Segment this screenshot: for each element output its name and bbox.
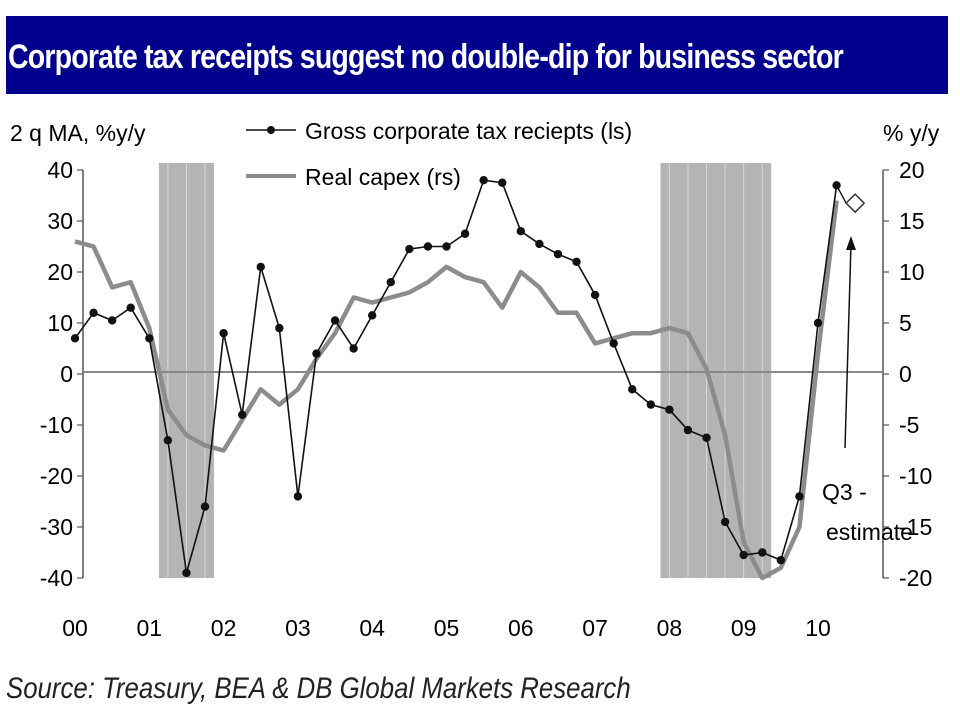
right-tick-label: 20: [899, 157, 925, 183]
legend-capex-label: Real capex (rs): [305, 164, 461, 190]
tax-receipts-point: [312, 349, 321, 358]
left-tick-label: -20: [40, 463, 73, 489]
right-tick-label: -10: [899, 463, 932, 489]
tax-receipts-point: [609, 339, 618, 348]
x-tick-label: 02: [211, 615, 237, 641]
tax-receipts-point: [776, 555, 786, 565]
right-tick-label: -20: [899, 565, 932, 591]
legend: Gross corporate tax reciepts (ls) Real c…: [246, 118, 632, 190]
estimate-label-line2: estimate: [826, 519, 913, 545]
series: [70, 176, 866, 581]
title-bar: [6, 16, 948, 94]
tax-receipts-point: [330, 316, 340, 325]
x-tick-label: 03: [285, 615, 311, 641]
tax-receipts-point: [107, 316, 117, 325]
tax-receipts-point: [460, 229, 470, 238]
left-tick-label: 20: [47, 259, 73, 285]
tax-receipts-point: [219, 329, 228, 338]
tax-receipts-point: [89, 308, 98, 317]
tax-receipts-point: [739, 550, 748, 560]
left-tick-label: -40: [40, 565, 73, 591]
tax-receipts-point: [145, 334, 154, 343]
tax-receipts-point: [646, 400, 656, 409]
tax-receipts-point: [516, 227, 525, 236]
estimate-arrowhead: [846, 236, 856, 250]
tax-receipts-point: [498, 178, 507, 187]
tax-receipts-point: [665, 405, 674, 414]
x-tick-label: 08: [657, 615, 683, 641]
tax-receipts-point: [479, 176, 488, 185]
x-tick-label: 07: [582, 615, 608, 641]
tax-receipts-point: [275, 323, 284, 333]
series-line-tax-receipts: [74, 179, 838, 574]
estimate-arrow-shaft: [844, 243, 852, 449]
tax-receipts-point: [813, 318, 823, 328]
x-tick-label: 00: [62, 615, 88, 641]
tax-receipts-point: [163, 436, 173, 445]
legend-tax-label: Gross corporate tax reciepts (ls): [305, 118, 632, 144]
tax-receipts-point: [535, 239, 544, 249]
tax-receipts-point: [795, 492, 804, 501]
source-note: Source: Treasury, BEA & DB Global Market…: [6, 672, 631, 705]
left-tick-label: 40: [47, 157, 73, 183]
tax-receipts-point: [237, 410, 247, 419]
chart-title: Corporate tax receipts suggest no double…: [8, 38, 844, 76]
tax-receipts-point: [349, 344, 358, 353]
tax-receipts-point: [293, 492, 303, 501]
estimate-annotation: Q3 - estimate: [822, 236, 913, 545]
left-tick-label: -10: [40, 412, 73, 438]
x-tick-label: 05: [434, 615, 460, 641]
right-tick-label: 10: [899, 259, 925, 285]
series-line-real-capex: [74, 200, 839, 581]
tick-labels: 40 30 20 10 0 -10 -20 -30 -40 20 15 10 5 0 -5 -10 -15 -20…: [40, 157, 933, 641]
tax-receipts-point: [386, 278, 395, 287]
x-tick-label: 09: [731, 615, 757, 641]
left-tick-label: 10: [47, 310, 73, 336]
estimate-connector: [835, 184, 847, 204]
tax-receipts-point: [126, 303, 135, 312]
tax-receipts-point: [70, 334, 80, 343]
left-tick-label: 0: [60, 361, 73, 387]
recession-bands: [158, 163, 772, 578]
tax-receipts-point: [368, 311, 377, 320]
tax-receipts-point: [758, 548, 767, 557]
tax-receipts-point: [683, 425, 693, 435]
right-tick-label: -15: [899, 514, 932, 540]
tax-receipts-point: [590, 290, 600, 300]
estimate-point-diamond: [845, 193, 866, 214]
tax-receipts-point: [553, 249, 563, 259]
right-tick-label: 5: [899, 310, 912, 336]
recession-band-2: [660, 163, 772, 578]
right-tick-label: 15: [899, 208, 925, 234]
legend-tax-marker: [267, 126, 275, 134]
tax-receipts-point: [628, 385, 637, 394]
x-tick-label: 06: [508, 615, 534, 641]
tax-receipts-point: [182, 568, 191, 578]
tax-receipts-point: [256, 262, 265, 272]
x-tick-label: 01: [137, 615, 163, 641]
tax-receipts-point: [442, 242, 451, 251]
estimate-label-line1: Q3 -: [822, 479, 867, 505]
left-tick-label: 30: [47, 208, 73, 234]
tax-receipts-point: [720, 517, 730, 527]
x-tick-label: 04: [359, 615, 385, 641]
tax-receipts-point: [572, 257, 581, 266]
tax-receipts-point: [423, 242, 433, 251]
right-tick-label: 0: [899, 361, 912, 387]
tax-receipts-point: [200, 502, 210, 511]
right-tick-label: -5: [899, 412, 919, 438]
tax-receipts-point: [405, 244, 414, 254]
left-axis-label: 2 q MA, %y/y: [10, 120, 146, 146]
x-tick-label: 10: [805, 615, 831, 641]
left-tick-label: -30: [40, 514, 73, 540]
tax-receipts-point: [702, 433, 711, 442]
right-axis-label: % y/y: [883, 120, 940, 146]
